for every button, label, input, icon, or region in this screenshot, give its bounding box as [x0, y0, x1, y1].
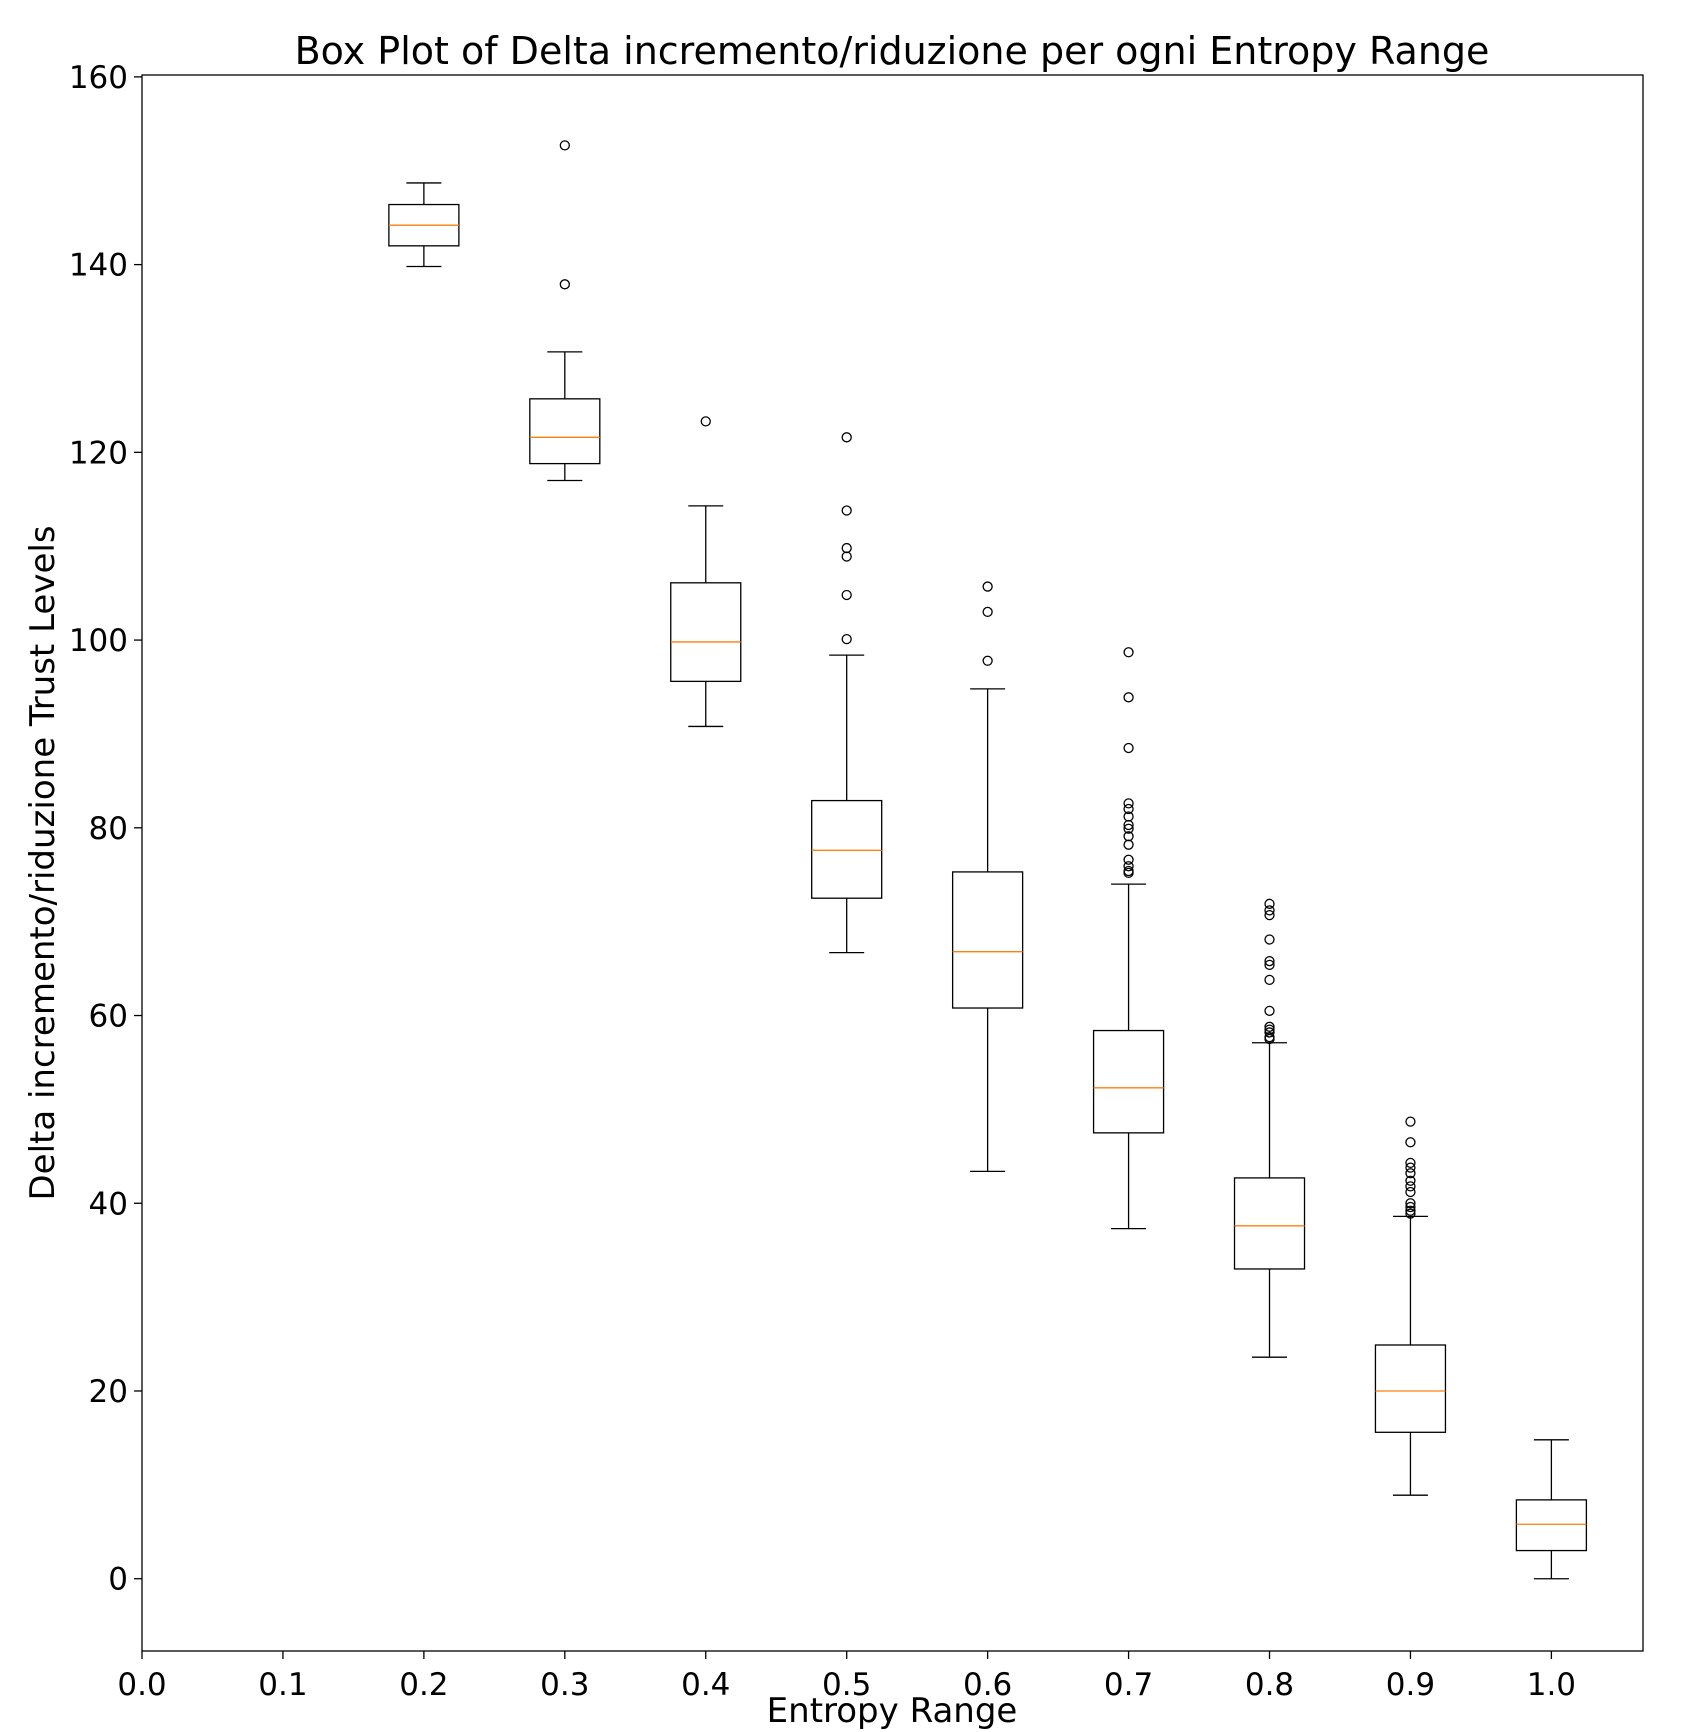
box-0.8: [1233, 898, 1306, 1358]
outlier-point: [1264, 934, 1275, 945]
y-tick-label: 100: [69, 623, 128, 659]
plot-frame: [141, 74, 1644, 1652]
outlier-point: [1123, 803, 1134, 815]
chart-title: Box Plot of Delta incremento/riduzione p…: [295, 29, 1490, 73]
outlier-point: [982, 581, 993, 592]
outlier-point: [1405, 1198, 1416, 1209]
box-0.9: [1374, 1116, 1447, 1496]
outlier-point: [1405, 1162, 1416, 1173]
x-tick-label: 0.6: [963, 1667, 1012, 1703]
iqr-box: [529, 398, 601, 465]
outlier-point: [1123, 742, 1134, 754]
x-tick-label: 0.8: [1245, 1667, 1294, 1703]
y-tick-label: 40: [89, 1186, 128, 1222]
outlier-point: [1123, 819, 1134, 831]
iqr-box: [1374, 1344, 1447, 1433]
y-tick-label: 140: [69, 248, 128, 284]
x-tick-label: 0.3: [540, 1667, 589, 1703]
boxes-group: [388, 140, 1588, 1580]
outlier-point: [1123, 647, 1134, 658]
outlier-point: [841, 633, 852, 645]
x-tick-label: 1.0: [1527, 1667, 1576, 1703]
outlier-point: [1264, 905, 1275, 916]
outlier-point: [1264, 955, 1275, 967]
x-axis: 0.0 0.1 0.2 0.3 0.4 0.5 0.6 0.7 0.8 0.9 1.0: [117, 1651, 1576, 1703]
outlier-point: [841, 432, 852, 443]
outlier-point: [1405, 1175, 1416, 1186]
x-tick-label: 0.5: [822, 1667, 871, 1703]
outlier-point: [1264, 959, 1275, 970]
outlier-point: [1123, 823, 1134, 834]
iqr-box: [670, 582, 742, 683]
y-tick-label: 0: [108, 1562, 128, 1598]
outlier-point: [1405, 1168, 1416, 1179]
box-0.3: [529, 140, 601, 482]
box-0.2: [388, 182, 460, 268]
outlier-point: [1405, 1181, 1416, 1192]
outlier-point: [1264, 898, 1275, 909]
outlier-point: [1405, 1208, 1416, 1219]
x-tick-label: 0.1: [258, 1667, 307, 1703]
iqr-box: [811, 799, 883, 899]
box-0.5: [811, 432, 883, 954]
outlier-point: [1123, 839, 1134, 850]
outlier-point: [1123, 798, 1134, 809]
outlier-point: [1264, 1021, 1275, 1032]
iqr-box: [1515, 1499, 1588, 1552]
outlier-point: [841, 542, 852, 554]
outlier-point: [700, 416, 711, 427]
y-tick-label: 120: [69, 435, 128, 471]
outlier-point: [1264, 909, 1275, 921]
outlier-point: [559, 140, 570, 151]
outlier-point: [841, 505, 852, 516]
iqr-box: [951, 871, 1024, 1009]
outlier-point: [1264, 1033, 1275, 1045]
outlier-point: [1405, 1157, 1416, 1169]
outlier-point: [1123, 867, 1134, 879]
outlier-point: [841, 589, 852, 601]
y-tick-label: 80: [89, 811, 128, 847]
outlier-point: [1405, 1137, 1416, 1148]
outlier-point: [559, 279, 570, 290]
outlier-point: [1123, 861, 1134, 872]
outlier-point: [841, 551, 852, 562]
x-tick-label: 0.7: [1104, 1667, 1153, 1703]
outlier-point: [1405, 1186, 1416, 1198]
y-tick-label: 20: [89, 1374, 128, 1410]
iqr-box: [1092, 1029, 1165, 1134]
outlier-point: [1405, 1116, 1416, 1127]
x-tick-label: 0.9: [1386, 1667, 1435, 1703]
box-0.6: [951, 581, 1024, 1172]
iqr-box: [1233, 1177, 1306, 1270]
x-tick-label: 0.4: [681, 1667, 730, 1703]
x-axis-label: Entropy Range: [767, 1691, 1018, 1731]
outlier-point: [982, 655, 993, 666]
outlier-point: [1123, 692, 1134, 703]
outlier-point: [982, 606, 993, 618]
outlier-point: [1264, 1027, 1275, 1038]
y-axis-label: Delta incremento/riduzione Trust Levels: [23, 525, 63, 1200]
outlier-point: [1123, 854, 1134, 865]
outlier-point: [1264, 1005, 1275, 1016]
box-0.7: [1092, 647, 1165, 1230]
y-tick-label: 60: [89, 999, 128, 1035]
box-1.0: [1515, 1439, 1588, 1580]
outlier-point: [1264, 974, 1275, 986]
x-tick-label: 0.2: [399, 1667, 448, 1703]
outlier-point: [1405, 1201, 1416, 1213]
y-tick-label: 160: [69, 60, 128, 96]
x-tick-label: 0.0: [117, 1667, 166, 1703]
box-0.4: [670, 416, 742, 728]
outlier-point: [1405, 1205, 1416, 1216]
y-axis: 0 20 40 60 80 100 120 140 160: [69, 60, 142, 1598]
